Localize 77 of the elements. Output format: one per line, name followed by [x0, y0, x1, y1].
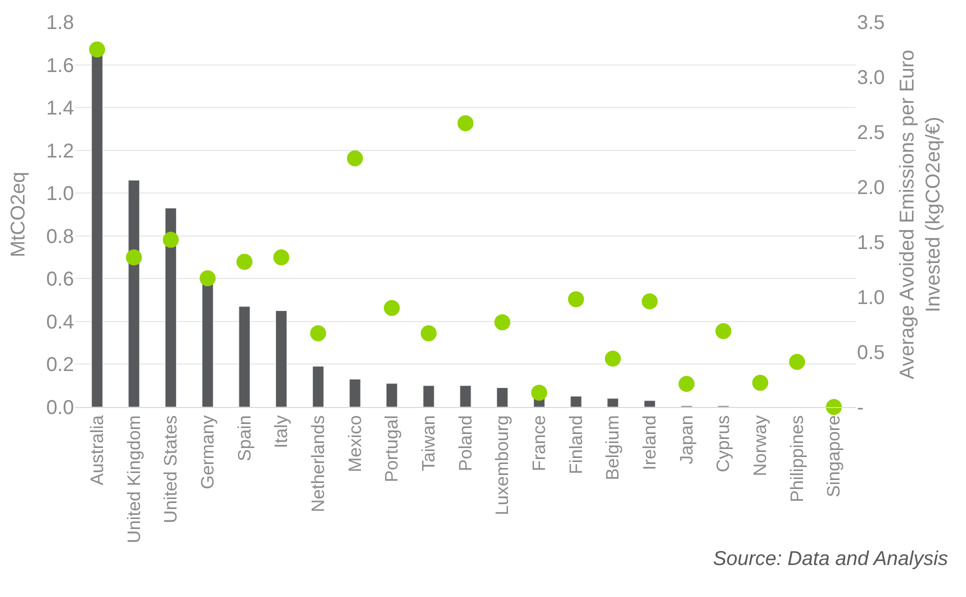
x-tick-label: Philippines: [786, 415, 807, 502]
bar: [422, 385, 434, 407]
point: [678, 376, 695, 392]
point: [346, 150, 363, 166]
y2-tick-label: 2.0: [857, 177, 885, 199]
x-tick-label: Australia: [86, 414, 107, 486]
y-tick-label: 1.2: [46, 140, 74, 162]
point: [420, 325, 437, 342]
bar: [312, 366, 324, 407]
x-tick-label: Germany: [197, 415, 218, 490]
bar: [496, 388, 508, 407]
x-tick-label: Luxembourg: [492, 415, 512, 516]
x-tick-label: Finland: [566, 415, 586, 474]
point: [715, 323, 732, 340]
y2-tick-label: 1.5: [857, 232, 885, 254]
point: [236, 254, 252, 270]
point: [604, 350, 621, 367]
y2-tick-label: 3.5: [857, 12, 885, 34]
y-tick-label: 0.6: [46, 268, 74, 291]
y-axis-title: MtCO2eq: [8, 172, 30, 258]
x-tick-label: Poland: [455, 415, 476, 472]
y-tick-label: 1.6: [46, 54, 74, 77]
x-tick-label: Netherlands: [308, 415, 328, 512]
bar: [644, 400, 656, 407]
bar: [276, 310, 288, 407]
y2-tick-label: 2.5: [857, 122, 885, 144]
y2-tick-label: 1.0: [857, 287, 885, 309]
point: [162, 232, 179, 248]
point: [384, 300, 400, 316]
y-tick-label: 0.2: [46, 354, 74, 376]
bar: [349, 378, 361, 407]
x-tick-label: Portugal: [382, 415, 402, 482]
point: [531, 384, 548, 401]
point: [752, 374, 768, 391]
y-tick-label: 1.0: [46, 183, 74, 206]
x-tick-label: Belgium: [602, 415, 623, 480]
x-tick-label: Italy: [271, 415, 292, 448]
point: [568, 291, 584, 308]
x-tick-label: Cyprus: [713, 415, 734, 472]
x-tick-label: Mexico: [344, 415, 365, 472]
bar: [128, 180, 140, 407]
bar: [238, 306, 250, 407]
point: [126, 249, 142, 266]
bar: [460, 385, 472, 407]
point: [642, 293, 658, 310]
point: [89, 42, 106, 58]
x-tick-label: Ireland: [640, 415, 660, 470]
bar: [607, 398, 619, 407]
x-tick-label: Spain: [234, 415, 254, 462]
x-tick-label: France: [529, 415, 550, 472]
x-tick-label: United Kingdom: [124, 415, 144, 544]
y-tick-label: 1.8: [46, 12, 74, 34]
source-note: Source: Data and Analysis: [713, 548, 948, 570]
point: [200, 270, 216, 286]
y2-axis-title: Average Avoided Emissions per Euro Invested (kgCO2eq/€): [896, 50, 944, 380]
y-tick-label: 0.4: [46, 311, 74, 334]
x-tick-label: Norway: [750, 415, 770, 476]
x-tick-label: United States: [160, 415, 181, 524]
point: [458, 115, 474, 132]
point: [494, 314, 510, 330]
bar: [570, 396, 582, 407]
point: [273, 249, 290, 266]
x-tick-label: Taiwan: [418, 415, 439, 472]
y-tick-label: 0.8: [46, 226, 74, 248]
y2-tick-label: 0.5: [857, 342, 885, 364]
x-tick-label: Japan: [676, 415, 696, 464]
point: [310, 325, 326, 342]
y2-tick-label: -: [857, 397, 864, 419]
point: [789, 354, 806, 370]
x-tick-label: Singapore: [824, 415, 844, 498]
bar: [91, 54, 103, 407]
y2-tick-label: 3.0: [857, 67, 885, 89]
y-tick-label: 0.0: [46, 397, 74, 419]
point: [826, 399, 842, 415]
bar: [165, 208, 177, 407]
y-tick-label: 1.4: [46, 98, 74, 120]
bar: [386, 383, 398, 407]
